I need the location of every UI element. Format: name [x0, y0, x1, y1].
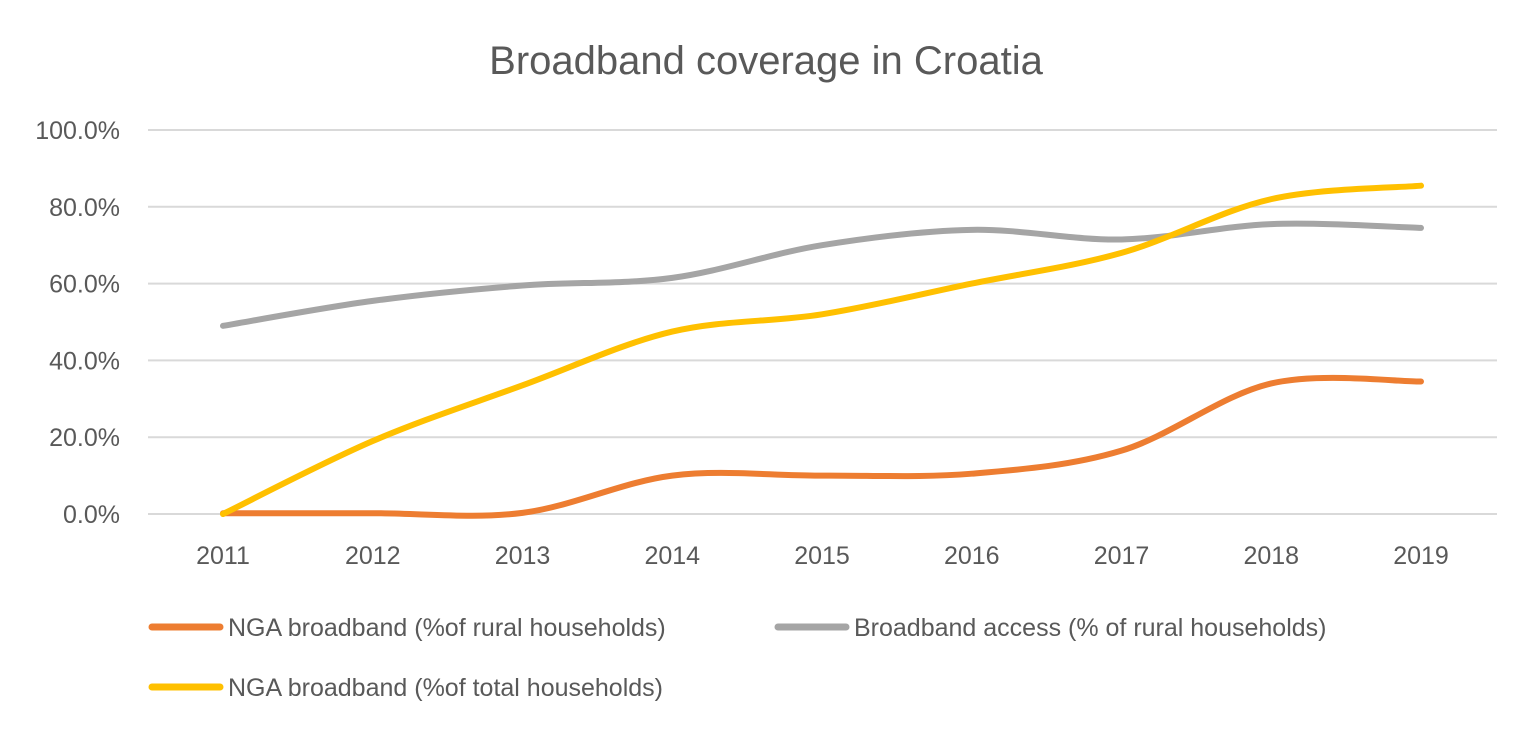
x-tick-label: 2013 — [495, 542, 551, 570]
legend: NGA broadband (%of rural households) Broa… — [148, 614, 1327, 702]
chart-title: Broadband coverage in Croatia — [489, 39, 1043, 83]
legend-label: Broadband access (% of rural households) — [854, 614, 1327, 642]
series-line-2 — [220, 220, 1424, 329]
x-axis-ticks: 2011 2012 2013 2014 2015 2016 2017 2018 2019 — [196, 542, 1449, 570]
y-tick-label: 20.0% — [49, 424, 120, 452]
y-tick-label: 0.0% — [63, 501, 120, 529]
x-tick-label: 2014 — [644, 542, 700, 570]
legend-item-2: Broadband access (% of rural households) — [774, 614, 1327, 642]
x-tick-label: 2011 — [196, 542, 250, 570]
legend-label: NGA broadband (%of total households) — [228, 674, 663, 702]
y-axis-ticks: 0.0% 20.0% 40.0% 60.0% 80.0% 100.0% — [35, 117, 120, 529]
y-tick-label: 80.0% — [49, 194, 120, 222]
legend-item-1: NGA broadband (%of rural households) — [148, 614, 666, 642]
x-tick-label: 2017 — [1094, 542, 1150, 570]
legend-label: NGA broadband (%of rural households) — [228, 614, 666, 642]
x-tick-label: 2018 — [1243, 542, 1299, 570]
series-line-3 — [220, 182, 1424, 517]
x-tick-label: 2016 — [944, 542, 1000, 570]
legend-item-3: NGA broadband (%of total households) — [148, 674, 663, 702]
y-tick-label: 60.0% — [49, 271, 120, 299]
x-tick-label: 2012 — [345, 542, 401, 570]
x-tick-label: 2019 — [1393, 542, 1449, 570]
series-line-1 — [220, 374, 1424, 519]
gridlines — [148, 129, 1497, 515]
y-tick-label: 40.0% — [49, 347, 120, 375]
series-lines — [220, 182, 1424, 519]
y-tick-label: 100.0% — [35, 117, 120, 145]
x-tick-label: 2015 — [794, 542, 850, 570]
